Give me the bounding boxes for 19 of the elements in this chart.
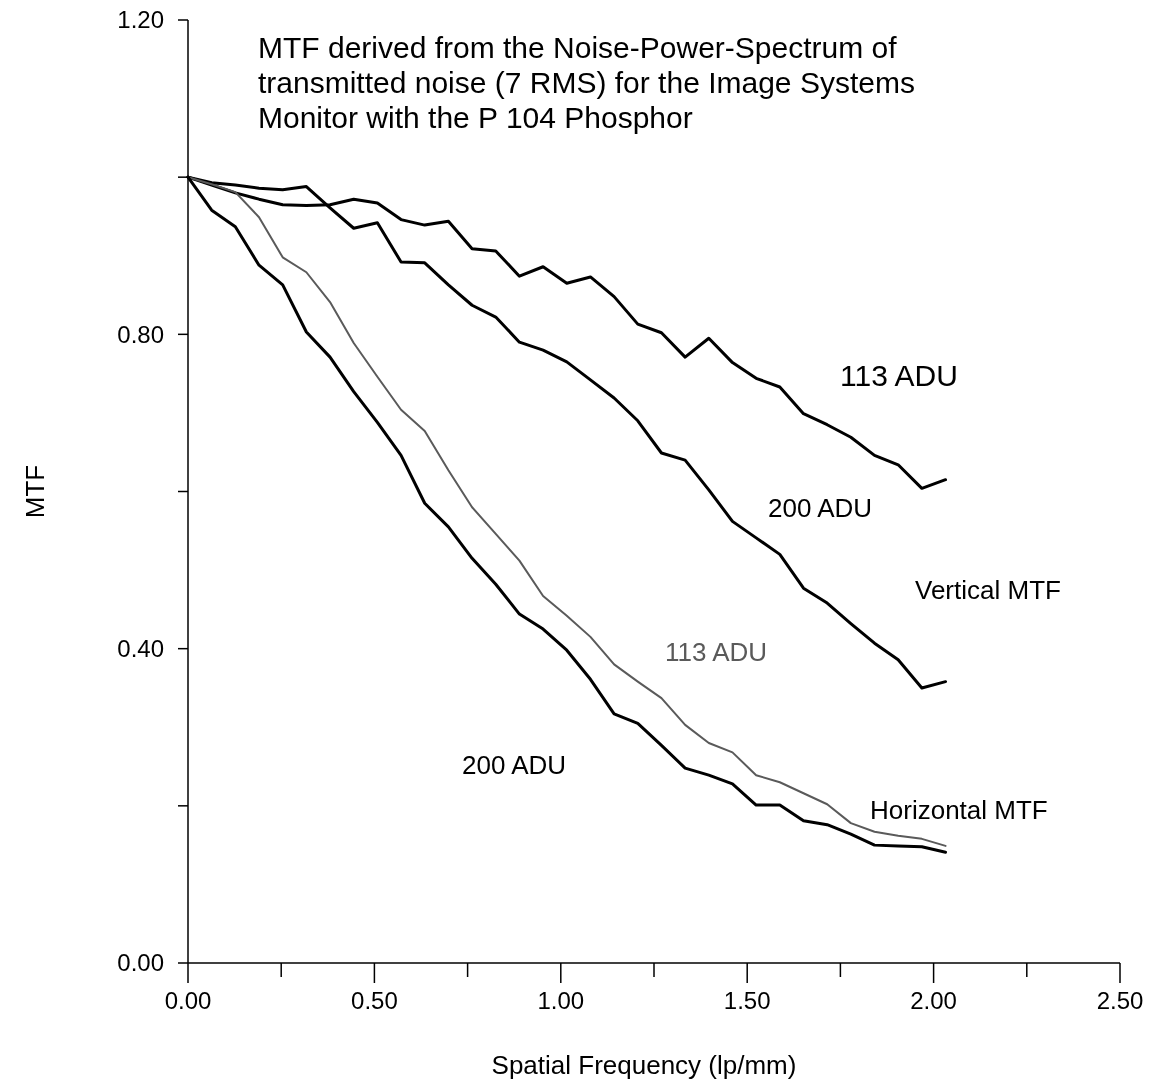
annotation: Vertical MTF: [915, 575, 1061, 606]
y-axis-title: MTF: [20, 464, 50, 519]
x-tick-label: 2.50: [1096, 987, 1144, 1014]
x-axis-title: Spatial Frequency (lp/mm): [491, 1050, 797, 1080]
x-tick-label: 1.50: [723, 987, 771, 1014]
x-tick-label: 1.00: [537, 987, 585, 1014]
text: 200 ADU: [462, 750, 567, 781]
x-tick-label: 2.00: [910, 987, 957, 1014]
text: MTF derived from the Noise-Power-Spectrum of transmitted noise (7 RMS) for the Image Systems Monitor with the P 104 Phosphor: [258, 31, 915, 134]
series-label: 113 ADU: [665, 637, 768, 668]
y-tick-label: 0.80: [117, 320, 164, 348]
x-tick-label: 0.00: [164, 987, 212, 1014]
y-tick-label: 0.40: [117, 635, 164, 663]
y-tick-label: 0.00: [117, 949, 164, 977]
x-tick-label: 0.50: [351, 987, 398, 1014]
series-label: 113 ADU: [840, 358, 958, 392]
annotation: Horizontal MTF: [870, 795, 1048, 826]
y-tick-label: 1.20: [117, 6, 164, 34]
series-label: 200 ADU: [768, 493, 873, 524]
